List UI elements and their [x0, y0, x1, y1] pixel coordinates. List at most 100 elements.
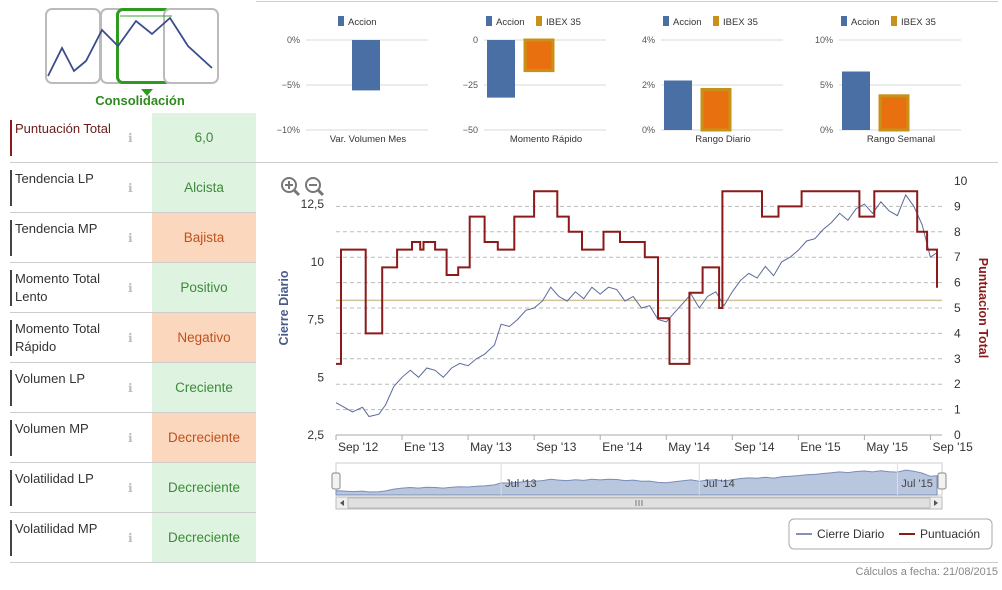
- zoom-out-icon[interactable]: [305, 177, 325, 197]
- info-icon[interactable]: ℹ: [128, 431, 133, 445]
- navigator-area: [335, 469, 938, 496]
- phase-curve: [47, 15, 213, 96]
- y2-tick-label: 9: [954, 199, 961, 213]
- tick-label: −50: [463, 125, 478, 135]
- bar-ibex35: [523, 38, 555, 73]
- score-value: 6,0: [152, 113, 256, 162]
- indicator-row: Momento Total Rápido ℹ Negativo: [10, 313, 256, 363]
- tick-label: 0%: [820, 125, 833, 135]
- tick-label: 4%: [642, 35, 655, 45]
- indicator-row: Momento Total Lento ℹ Positivo: [10, 263, 256, 313]
- y2-axis-title: Puntuacion Total: [976, 258, 990, 358]
- navigator-label: Jul '14: [703, 478, 734, 490]
- info-icon[interactable]: ℹ: [128, 531, 133, 545]
- bar-ibex35: [700, 88, 732, 132]
- tick-label: 5%: [820, 80, 833, 90]
- legend-swatch: [713, 16, 719, 26]
- summary-chart: Accion IBEX 35 10% 5% 0% Rango Semanal: [815, 16, 961, 145]
- x-tick-label: Sep '14: [734, 440, 775, 454]
- tick-label: 0%: [287, 35, 300, 45]
- calc-date: Cálculos a fecha: 21/08/2015: [855, 566, 999, 578]
- scroll-right-icon[interactable]: [934, 500, 938, 506]
- x-tick-label: Sep '12: [338, 440, 379, 454]
- indicator-value: Creciente: [152, 363, 256, 412]
- info-icon[interactable]: ℹ: [128, 181, 133, 195]
- indicator-value: Bajista: [152, 213, 256, 262]
- x-tick-label: Sep '13: [536, 440, 577, 454]
- indicator-value: Decreciente: [152, 413, 256, 462]
- scroll-left-icon[interactable]: [340, 500, 344, 506]
- legend-swatch: [891, 16, 897, 26]
- indicator-value: Negativo: [152, 313, 256, 362]
- indicator-label: Volumen MP: [15, 421, 89, 436]
- indicator-value: Alcista: [152, 163, 256, 212]
- indicator-row: Volatilidad LP ℹ Decreciente: [10, 463, 256, 513]
- y-tick-label: 5: [317, 370, 324, 384]
- y2-tick-label: 7: [954, 250, 961, 264]
- legend-swatch: [486, 16, 492, 26]
- legend-frame: [788, 518, 993, 550]
- navigator-label: Jul '13: [505, 478, 536, 490]
- indicator-row: Volumen MP ℹ Decreciente: [10, 413, 256, 463]
- legend-label: Accion: [673, 17, 702, 28]
- tick-label: 2%: [642, 80, 655, 90]
- bar-accion: [664, 80, 692, 130]
- info-icon[interactable]: ℹ: [128, 381, 133, 395]
- indicator-label: Momento Total Rápido: [15, 321, 101, 354]
- legend-label: Accion: [348, 17, 377, 28]
- y2-tick-label: 8: [954, 225, 961, 239]
- indicator-value: Decreciente: [152, 463, 256, 512]
- info-icon[interactable]: ℹ: [128, 281, 133, 295]
- y2-tick-label: 6: [954, 276, 961, 290]
- info-icon[interactable]: ℹ: [128, 131, 133, 145]
- indicator-value: Decreciente: [152, 513, 256, 562]
- summary-chart: Accion IBEX 35 0 −25 −50 Momento Rápido: [463, 16, 606, 145]
- tick-label: 0%: [642, 125, 655, 135]
- chart-title: Var. Volumen Mes: [330, 134, 407, 145]
- zoom-in-icon-handle: [292, 188, 301, 197]
- indicator-row: Tendencia MP ℹ Bajista: [10, 213, 256, 263]
- y-tick-label: 12,5: [301, 197, 325, 211]
- x-tick-label: Ene '14: [602, 440, 643, 454]
- phase-card-1[interactable]: [45, 8, 101, 84]
- zoom-out-icon-handle: [316, 188, 325, 197]
- zoom-in-icon[interactable]: [281, 177, 301, 197]
- legend-swatch: [536, 16, 542, 26]
- series-puntuacion: [336, 190, 938, 365]
- x-tick-label: May '15: [866, 440, 908, 454]
- legend-swatch: [338, 16, 344, 26]
- indicator-value: Positivo: [152, 263, 256, 312]
- tick-label: 0: [473, 35, 478, 45]
- tick-label: 10%: [815, 35, 833, 45]
- info-icon[interactable]: ℹ: [128, 331, 133, 345]
- indicator-label: Volumen LP: [15, 371, 86, 386]
- navigator-handle-right[interactable]: [937, 472, 947, 490]
- y2-tick-label: 1: [954, 403, 961, 417]
- legend-label: Accion: [851, 17, 880, 28]
- indicator-label: Momento Total Lento: [15, 271, 101, 304]
- y2-tick-label: 4: [954, 326, 961, 340]
- legend-label: Puntuación: [920, 527, 980, 541]
- series-cierre-diario: [335, 193, 938, 418]
- legend-label: IBEX 35: [901, 17, 936, 28]
- chart-legend: Cierre Diario Puntuación: [788, 518, 993, 550]
- price-score-chart: 0 1 2 3 4 5 6 7 8 9 10 2,5 5 7,5 10 12,5 Cierre Diario Pu…: [277, 174, 993, 550]
- chart-title: Rango Diario: [695, 134, 750, 145]
- bar-accion: [352, 40, 380, 91]
- navigator-label: Jul '15: [901, 478, 932, 490]
- tick-label: −5%: [282, 80, 300, 90]
- x-tick-label: May '13: [470, 440, 512, 454]
- info-icon[interactable]: ℹ: [128, 481, 133, 495]
- navigator-handle-left[interactable]: [331, 472, 341, 490]
- indicator-row: Volumen LP ℹ Creciente: [10, 363, 256, 413]
- score-row: Puntuación Total ℹ 6,0: [10, 113, 256, 163]
- indicator-row: Volatilidad MP ℹ Decreciente: [10, 513, 256, 563]
- bar-accion: [842, 71, 870, 130]
- legend-label: IBEX 35: [546, 17, 581, 28]
- indicator-label: Tendencia LP: [15, 171, 94, 186]
- chart-title: Momento Rápido: [510, 134, 582, 145]
- x-tick-label: Ene '13: [404, 440, 445, 454]
- y2-tick-label: 5: [954, 301, 961, 315]
- info-icon[interactable]: ℹ: [128, 231, 133, 245]
- x-tick-label: Sep '15: [932, 440, 973, 454]
